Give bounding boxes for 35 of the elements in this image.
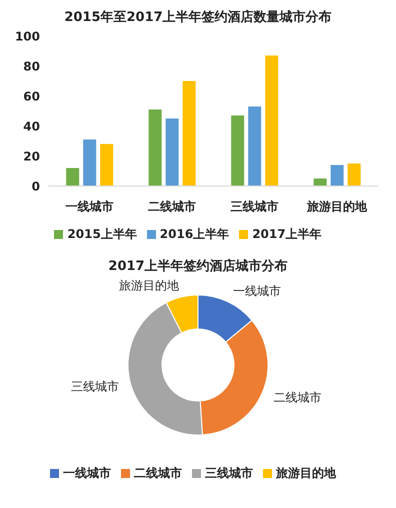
y-tick-label: 20 bbox=[23, 149, 40, 164]
slice-label: 一线城市 bbox=[232, 284, 281, 298]
x-tick-label: 旅游目的地 bbox=[306, 200, 368, 214]
legend-label: 三线城市 bbox=[205, 466, 253, 480]
chart-title: 2015年至2017上半年签约酒店数量城市分布 bbox=[63, 8, 333, 27]
bar bbox=[100, 144, 114, 186]
bar bbox=[314, 178, 327, 186]
y-tick-label: 100 bbox=[14, 29, 40, 44]
bar bbox=[182, 81, 196, 186]
x-tick-label: 二线城市 bbox=[148, 200, 196, 214]
bar bbox=[330, 165, 344, 186]
y-tick-label: 80 bbox=[23, 59, 40, 74]
x-tick-label: 一线城市 bbox=[65, 200, 114, 214]
bar bbox=[248, 106, 262, 186]
bar bbox=[148, 110, 162, 186]
y-tick-label: 40 bbox=[23, 119, 40, 134]
legend-label: 二线城市 bbox=[134, 466, 182, 480]
y-tick-label: 0 bbox=[32, 179, 40, 194]
bar bbox=[166, 118, 179, 186]
bar bbox=[83, 140, 96, 186]
bar bbox=[231, 116, 244, 186]
bar bbox=[66, 168, 80, 186]
legend-label: 2016上半年 bbox=[160, 227, 230, 241]
bar bbox=[348, 164, 361, 186]
x-tick-label: 三线城市 bbox=[230, 200, 278, 214]
slice-label: 旅游目的地 bbox=[118, 278, 179, 292]
y-tick-label: 60 bbox=[23, 89, 40, 104]
legend-label: 2017上半年 bbox=[252, 227, 322, 241]
legend-label: 一线城市 bbox=[63, 466, 111, 480]
slice-label: 三线城市 bbox=[70, 380, 119, 394]
chart-title: 2017上半年签约酒店城市分布 bbox=[107, 258, 289, 276]
bar bbox=[265, 56, 278, 186]
legend-label: 2015上半年 bbox=[67, 227, 137, 241]
legend-label: 旅游目的地 bbox=[276, 466, 336, 480]
slice-label: 二线城市 bbox=[273, 390, 322, 405]
